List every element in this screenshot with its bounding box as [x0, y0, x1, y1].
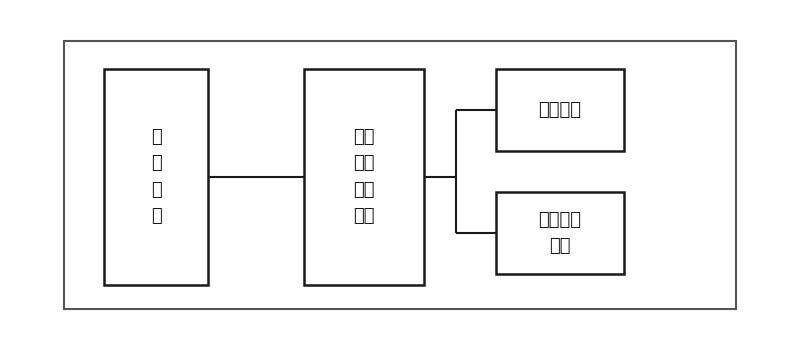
Text: 网络通讯
单元: 网络通讯 单元 — [538, 211, 582, 256]
Bar — [496, 192, 624, 274]
Bar — [496, 69, 624, 151]
Bar — [104, 69, 208, 285]
Bar — [304, 69, 424, 285]
Text: 数据
分析
处理
单元: 数据 分析 处理 单元 — [354, 128, 374, 225]
Bar — [64, 41, 736, 309]
Text: 检
测
单
元: 检 测 单 元 — [150, 128, 162, 225]
Text: 显示单元: 显示单元 — [538, 101, 582, 119]
